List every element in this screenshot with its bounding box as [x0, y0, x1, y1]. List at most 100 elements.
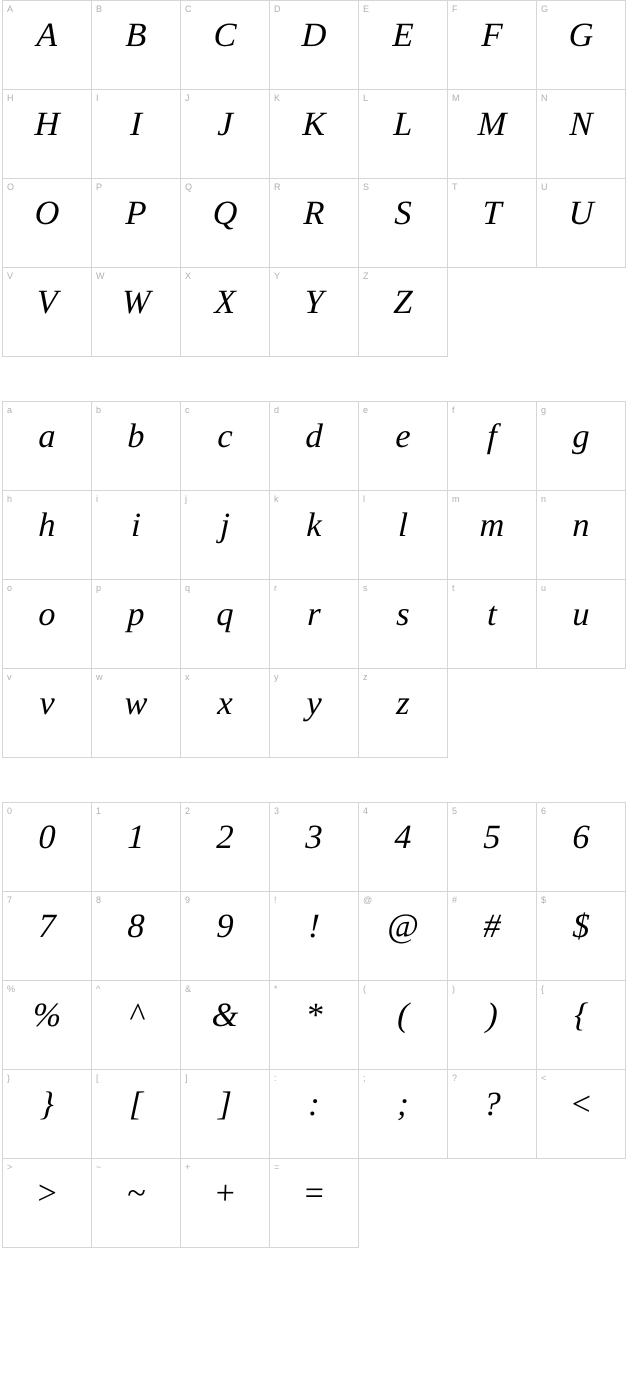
- cell-glyph: X: [180, 286, 269, 320]
- cell-label: l: [363, 494, 365, 504]
- glyph-cell: XX: [180, 267, 270, 357]
- cell-glyph: t: [447, 598, 536, 632]
- glyph-cell: 22: [180, 802, 270, 892]
- cell-label: E: [363, 4, 369, 14]
- cell-label: B: [96, 4, 102, 14]
- cell-glyph: e: [358, 420, 447, 454]
- cell-glyph: D: [269, 19, 358, 53]
- glyph-cell: PP: [91, 178, 181, 268]
- cell-label: 0: [7, 806, 12, 816]
- glyph-cell: ZZ: [358, 267, 448, 357]
- cell-glyph: C: [180, 19, 269, 53]
- cell-label: I: [96, 93, 99, 103]
- cell-glyph: >: [2, 1177, 91, 1211]
- cell-label: =: [274, 1162, 279, 1172]
- cell-glyph: k: [269, 509, 358, 543]
- cell-glyph: B: [91, 19, 180, 53]
- glyph-cell: ~~: [91, 1158, 181, 1248]
- cell-glyph: o: [2, 598, 91, 632]
- cell-glyph: ~: [91, 1177, 180, 1211]
- cell-label: P: [96, 182, 102, 192]
- cell-label: b: [96, 405, 101, 415]
- cell-glyph: 3: [269, 821, 358, 855]
- glyph-cell: CC: [180, 0, 270, 90]
- cell-label: D: [274, 4, 281, 14]
- cell-label: U: [541, 182, 548, 192]
- cell-label: F: [452, 4, 458, 14]
- glyph-cell: %%: [2, 980, 92, 1070]
- glyph-cell: ((: [358, 980, 448, 1070]
- cell-glyph: j: [180, 509, 269, 543]
- cell-glyph: :: [269, 1088, 358, 1122]
- cell-glyph: 5: [447, 821, 536, 855]
- glyph-cell: **: [269, 980, 359, 1070]
- glyph-cell: RR: [269, 178, 359, 268]
- glyph-cell: WW: [91, 267, 181, 357]
- glyph-cell: ii: [91, 490, 181, 580]
- glyph-cell: ++: [180, 1158, 270, 1248]
- glyph-cell: ll: [358, 490, 448, 580]
- cell-glyph: G: [536, 19, 625, 53]
- cell-label: +: [185, 1162, 190, 1172]
- cell-glyph: H: [2, 108, 91, 142]
- cell-label: k: [274, 494, 279, 504]
- cell-label: h: [7, 494, 12, 504]
- cell-glyph: m: [447, 509, 536, 543]
- cell-glyph: !: [269, 910, 358, 944]
- cell-glyph: V: [2, 286, 91, 320]
- cell-glyph: R: [269, 197, 358, 231]
- cell-label: @: [363, 895, 372, 905]
- cell-label: X: [185, 271, 191, 281]
- cell-label: W: [96, 271, 105, 281]
- cell-glyph: #: [447, 910, 536, 944]
- glyph-cell: TT: [447, 178, 537, 268]
- glyph-cell: zz: [358, 668, 448, 758]
- cell-glyph: Z: [358, 286, 447, 320]
- glyph-cell: ;;: [358, 1069, 448, 1159]
- cell-label: A: [7, 4, 13, 14]
- cell-glyph: ;: [358, 1088, 447, 1122]
- glyph-cell: GG: [536, 0, 626, 90]
- cell-glyph: 0: [2, 821, 91, 855]
- cell-glyph: w: [91, 687, 180, 721]
- cell-glyph: 4: [358, 821, 447, 855]
- cell-label: o: [7, 583, 12, 593]
- glyph-cell: MM: [447, 89, 537, 179]
- section-gap: [0, 356, 640, 401]
- cell-glyph: s: [358, 598, 447, 632]
- cell-label: 6: [541, 806, 546, 816]
- cell-label: 5: [452, 806, 457, 816]
- cell-label: &: [185, 984, 191, 994]
- glyph-cell: tt: [447, 579, 537, 669]
- cell-glyph: y: [269, 687, 358, 721]
- glyph-cell: rr: [269, 579, 359, 669]
- cell-glyph: M: [447, 108, 536, 142]
- glyph-cell: &&: [180, 980, 270, 1070]
- cell-glyph: 1: [91, 821, 180, 855]
- cell-glyph: *: [269, 999, 358, 1033]
- cell-glyph: S: [358, 197, 447, 231]
- cell-glyph: Q: [180, 197, 269, 231]
- cell-label: r: [274, 583, 277, 593]
- glyph-cell: FF: [447, 0, 537, 90]
- cell-glyph: u: [536, 598, 625, 632]
- cell-glyph: (: [358, 999, 447, 1033]
- cell-label: g: [541, 405, 546, 415]
- cell-label: x: [185, 672, 190, 682]
- cell-label: ]: [185, 1073, 188, 1083]
- cell-glyph: g: [536, 420, 625, 454]
- glyph-cell: JJ: [180, 89, 270, 179]
- glyph-cell: 77: [2, 891, 92, 981]
- cell-glyph: P: [91, 197, 180, 231]
- cell-glyph: z: [358, 687, 447, 721]
- glyph-cell: 11: [91, 802, 181, 892]
- cell-label: C: [185, 4, 192, 14]
- cell-label: 8: [96, 895, 101, 905]
- glyph-cell: mm: [447, 490, 537, 580]
- cell-label: Q: [185, 182, 192, 192]
- cell-label: m: [452, 494, 460, 504]
- glyph-cell: [[: [91, 1069, 181, 1159]
- cell-label: H: [7, 93, 14, 103]
- cell-label: ~: [96, 1162, 101, 1172]
- cell-glyph: O: [2, 197, 91, 231]
